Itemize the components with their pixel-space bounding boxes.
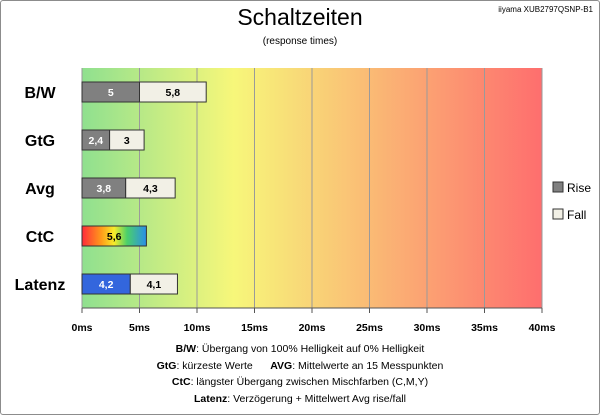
note-text: : längster Übergang zwischen Mischfarben…	[190, 376, 429, 388]
x-tick-label: 10ms	[184, 322, 211, 334]
x-tick-label: 20ms	[299, 322, 326, 334]
bar-rise-label: 5,6	[107, 231, 122, 243]
x-tick-label: 35ms	[471, 322, 498, 334]
category-label: B/W	[24, 85, 56, 102]
grid-lines	[81, 68, 543, 308]
category-label: CtC	[26, 229, 55, 246]
x-tick-label: 0ms	[71, 322, 92, 334]
bar-fall	[125, 177, 176, 199]
note-line: CtC: längster Übergang zwischen Mischfar…	[0, 374, 600, 391]
note-key: Latenz	[194, 392, 228, 405]
bar-rise	[81, 225, 147, 247]
note-key: AVG	[270, 359, 293, 372]
note-text: : Übergang von 100% Helligkeit auf 0% He…	[196, 343, 425, 355]
note-line: GtG: kürzeste Werte AVG: Mittelwerte an …	[0, 358, 600, 375]
bars: 5 5,8 2,4 3 3,8 4,3 5,6 4,2 4,1	[81, 81, 207, 295]
note-line: B/W: Übergang von 100% Helligkeit auf 0%…	[0, 341, 600, 358]
note-key: CtC	[171, 376, 191, 388]
bar-rise-label: 3,8	[97, 183, 112, 195]
legend: Rise Fall	[552, 181, 591, 222]
legend-label: Rise	[567, 181, 591, 195]
bar-fall	[129, 273, 178, 295]
legend-label: Fall	[567, 208, 586, 222]
bar-fall	[109, 129, 145, 151]
bar-fall	[139, 81, 207, 103]
bar-rise-label: 2,4	[88, 135, 103, 147]
legend-swatch	[552, 208, 564, 220]
x-tick-label: 5ms	[129, 322, 150, 334]
x-tick-label: 40ms	[529, 322, 556, 334]
x-tick-label: 30ms	[414, 322, 441, 334]
chart-subtitle: (response times)	[262, 36, 338, 47]
note-key: GtG	[156, 359, 177, 372]
legend-swatch	[552, 181, 564, 193]
chart-notes: B/W: Übergang von 100% Helligkeit auf 0%…	[0, 341, 600, 407]
x-axis-ticks: 0ms 5ms 10ms 15ms 20ms 25ms 30ms 35ms 40ms	[71, 307, 556, 334]
category-label: GtG	[25, 133, 55, 150]
category-labels: B/W GtG Avg CtC Latenz	[15, 85, 66, 294]
note-text: : Mittelwerte an 15 Messpunkten	[292, 359, 444, 372]
chart-title: Schaltzeiten	[237, 4, 363, 30]
note-text: : kürzeste Werte	[176, 359, 253, 372]
bar-fall-label: 5,8	[166, 87, 181, 99]
monitor-model: iiyama XUB2797QSNP-B1	[498, 5, 593, 14]
x-tick-label: 25ms	[356, 322, 383, 334]
note-key: B/W	[175, 343, 197, 355]
bar-fall-label: 4,1	[147, 279, 162, 291]
bar-fall-label: 3	[124, 135, 130, 147]
bar-rise-label: 4,2	[99, 279, 114, 291]
category-label: Avg	[25, 181, 55, 198]
bar-rise-label: 5	[108, 87, 114, 99]
note-text: : Verzögerung + Mittelwert Avg rise/fall	[227, 392, 406, 405]
note-line: Latenz: Verzögerung + Mittelwert Avg ris…	[0, 391, 600, 408]
bar-fall-label: 4,3	[143, 183, 158, 195]
x-tick-label: 15ms	[241, 322, 268, 334]
category-label: Latenz	[15, 277, 66, 294]
